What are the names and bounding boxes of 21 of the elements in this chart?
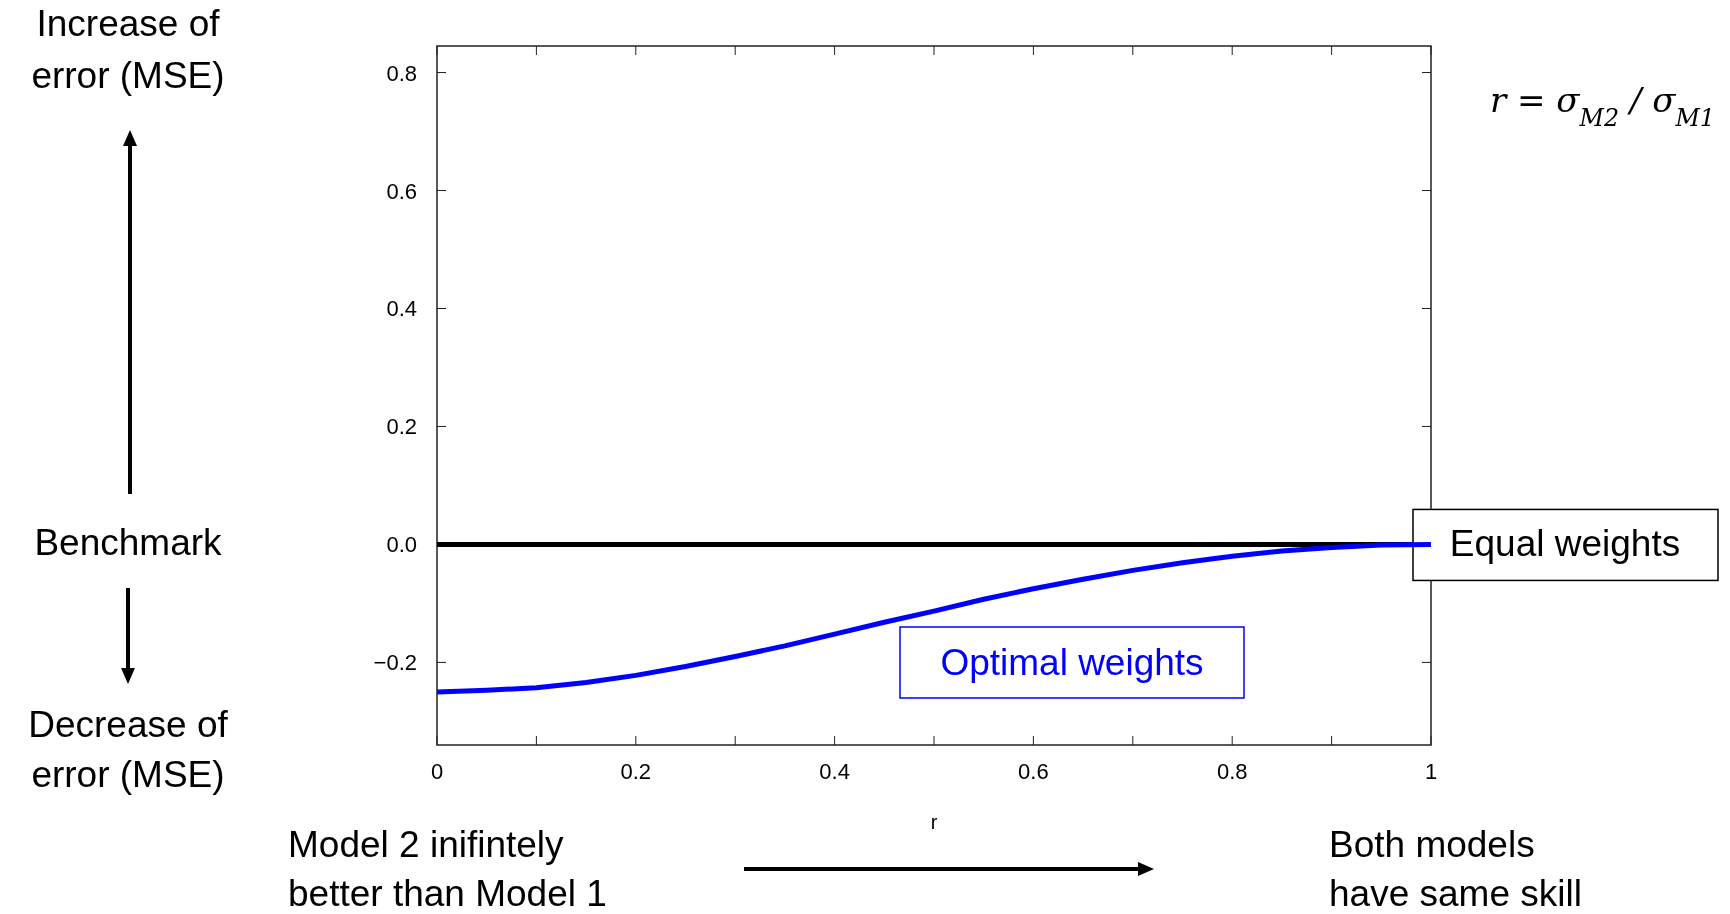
text: Both models have same skill — [1329, 824, 1582, 914]
text: r = σ$_{M2}$ / σ$_{M1}$ — [1490, 80, 1715, 132]
ref-line-label: Equal weights — [1449, 523, 1681, 565]
text: Benchmark — [34, 522, 223, 563]
x-tick-label: 1 — [1424, 759, 1438, 784]
x-tick-label: 0.8 — [1216, 759, 1248, 784]
text: Decrease of error (MSE) — [28, 704, 229, 795]
y-tick-label: 0.0 — [386, 532, 417, 558]
text: Model 2 inifintely better than Model 1 — [288, 824, 607, 914]
x-axis-title: r — [930, 811, 938, 833]
y-tick-label: 0.6 — [386, 178, 417, 204]
y-tick-label: −0.2 — [373, 650, 417, 676]
y-tick-label: 0.2 — [386, 414, 417, 440]
y-tick-label: 0.4 — [386, 296, 417, 322]
x-tick-label: 0.4 — [819, 759, 850, 784]
text: Increase of error (MSE) — [31, 3, 225, 96]
y-tick-label: 0.8 — [386, 60, 417, 86]
series-label: Optimal weights — [940, 642, 1204, 683]
x-tick-label: 0 — [430, 759, 444, 784]
x-tick-label: 0.2 — [620, 759, 652, 784]
x-tick-label: 0.6 — [1018, 759, 1049, 784]
